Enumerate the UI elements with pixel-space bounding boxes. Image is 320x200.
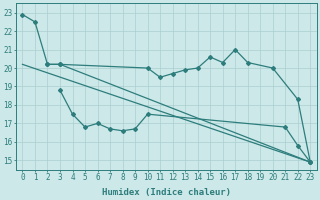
X-axis label: Humidex (Indice chaleur): Humidex (Indice chaleur) bbox=[102, 188, 231, 197]
